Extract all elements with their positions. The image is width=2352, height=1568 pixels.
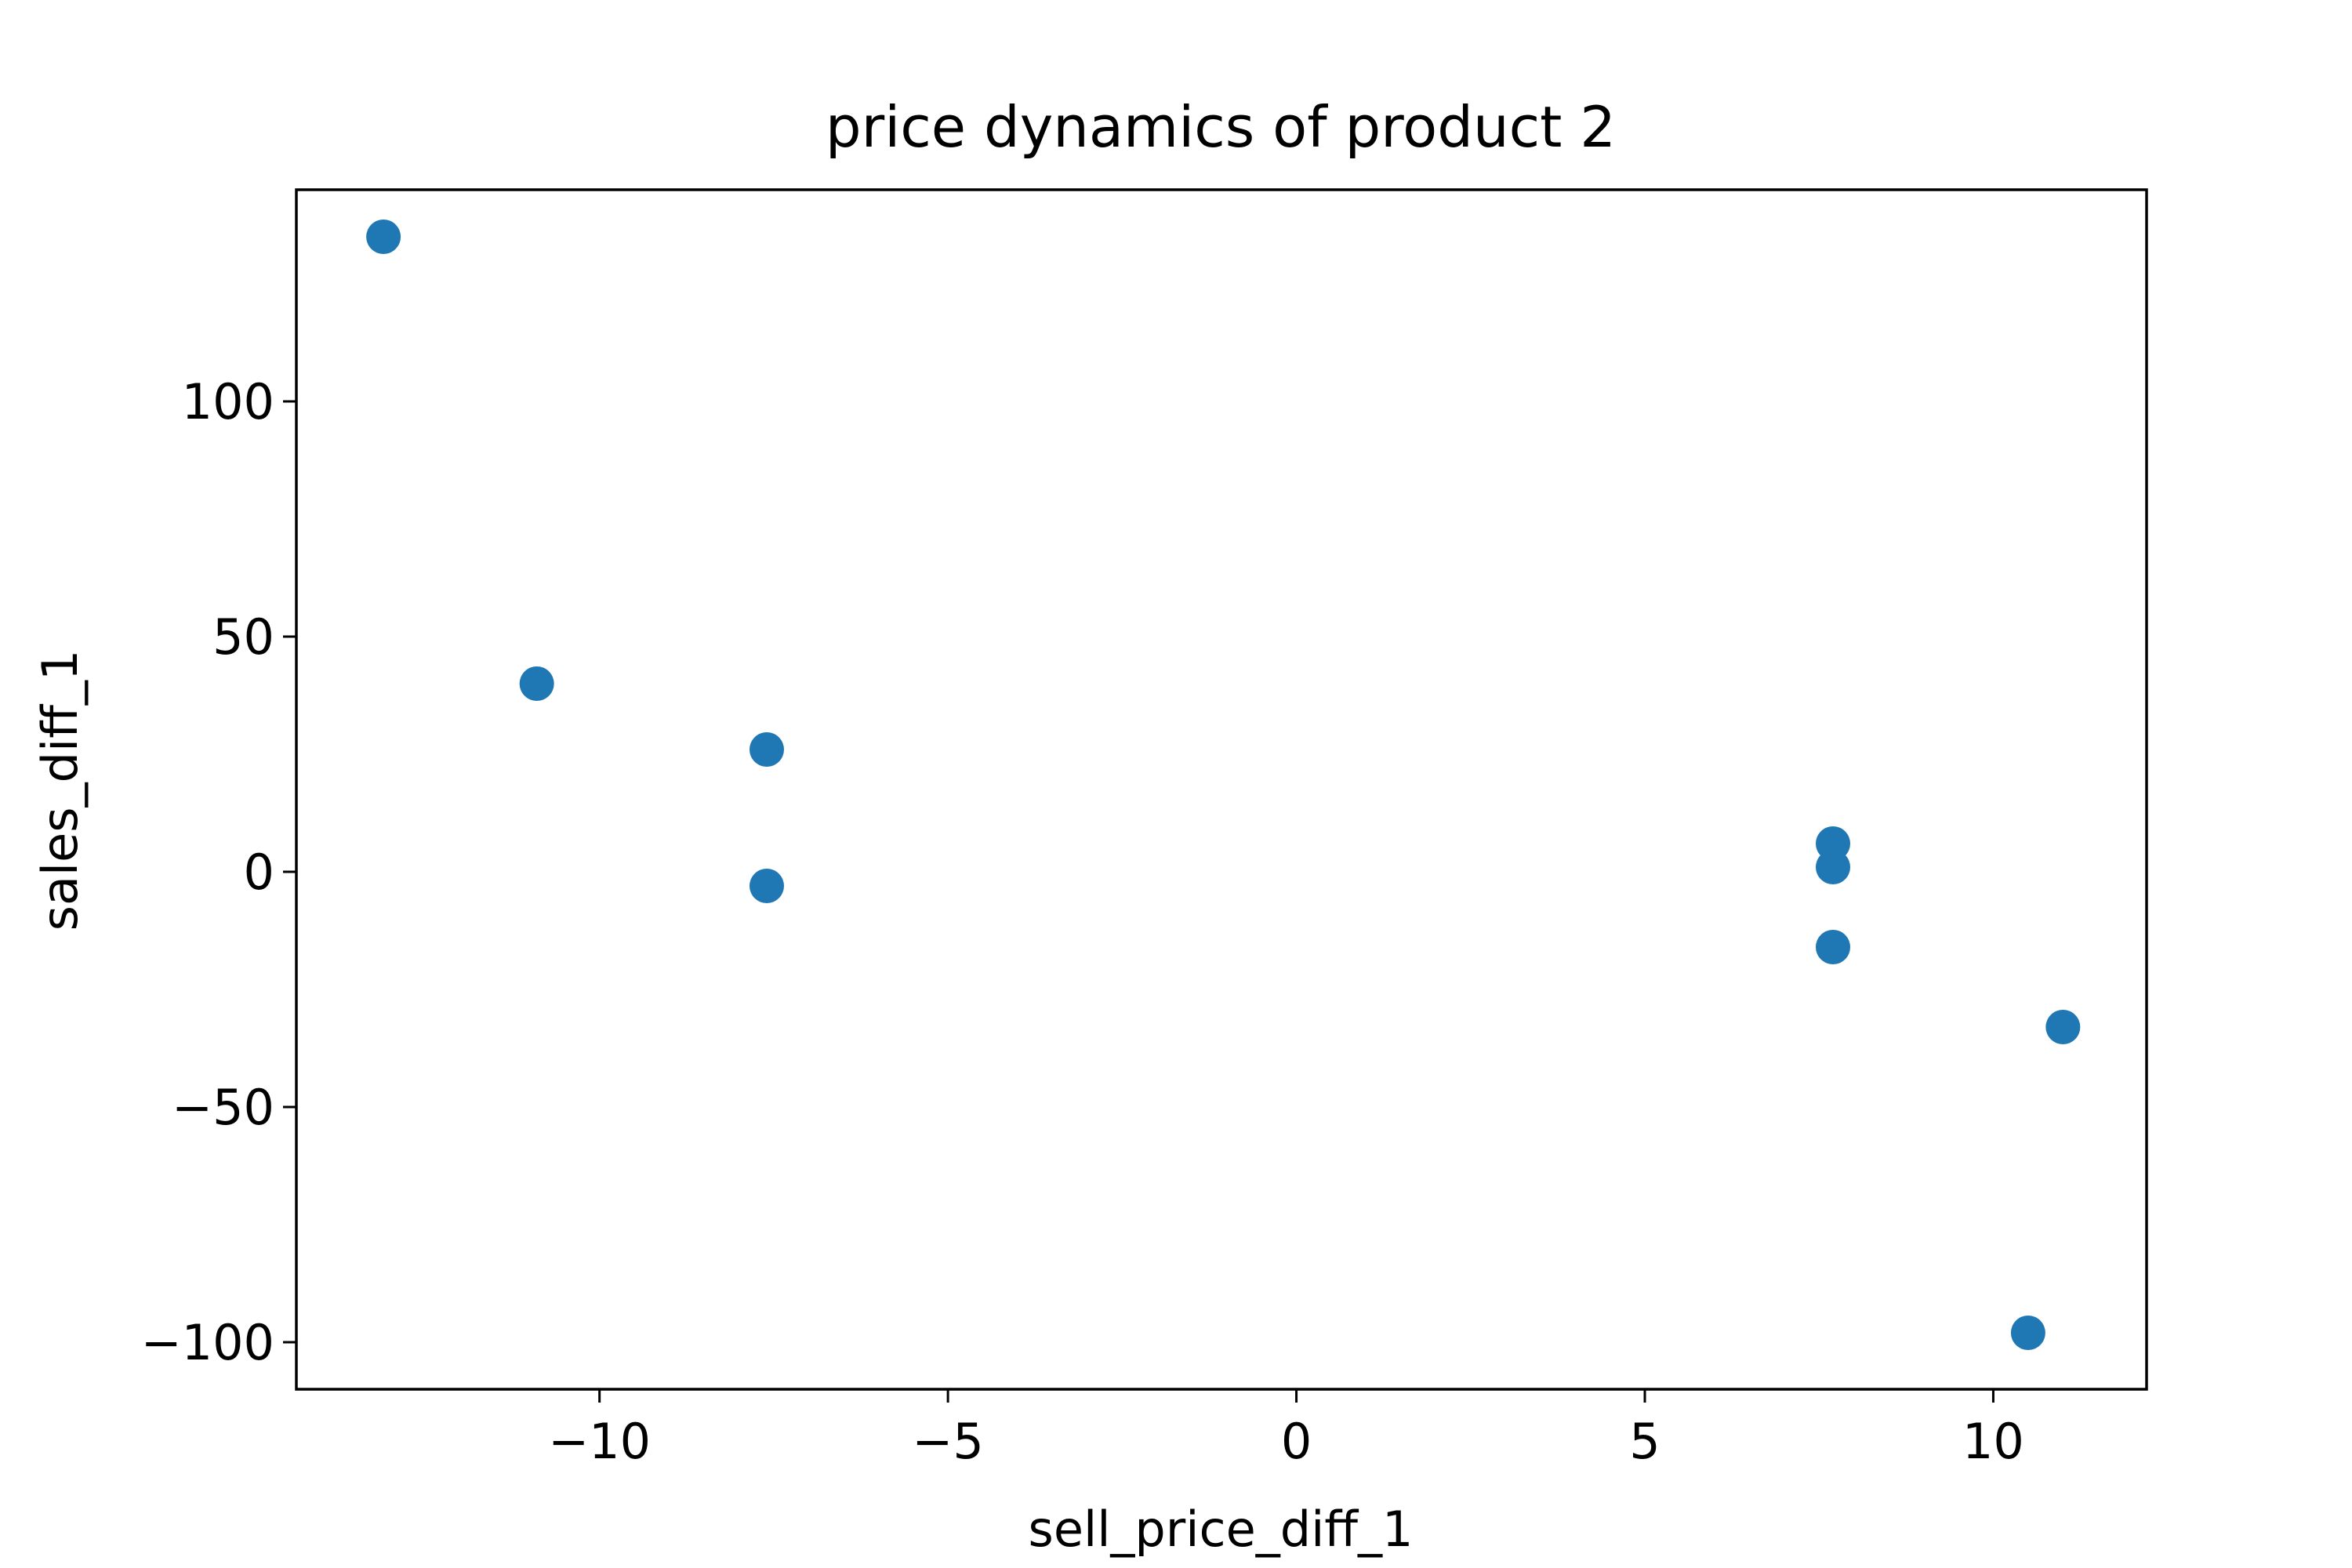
y-tick-label: −50 (172, 1079, 274, 1136)
x-tick-label: 10 (1962, 1413, 2024, 1470)
scatter-point (1816, 850, 1850, 884)
x-tick-label: 0 (1281, 1413, 1312, 1470)
scatter-point (1816, 930, 1850, 964)
x-tick-label: 5 (1629, 1413, 1660, 1470)
x-axis-label: sell_price_diff_1 (1029, 1501, 1414, 1558)
y-axis-label: sales_diff_1 (31, 650, 89, 931)
data-points (366, 220, 2081, 1350)
x-axis: −10 −5 0 5 10 (548, 1389, 2024, 1470)
scatter-point (366, 220, 401, 254)
y-tick-label: 50 (212, 608, 274, 666)
scatter-point (519, 666, 554, 701)
y-tick-label: 100 (182, 373, 274, 430)
scatter-point (750, 732, 784, 767)
y-tick-label: 0 (244, 844, 274, 901)
scatter-point (2045, 1010, 2081, 1044)
x-tick-label: −5 (912, 1413, 983, 1470)
plot-area-frame (295, 188, 2148, 1391)
chart-title: price dynamics of product 2 (826, 94, 1616, 160)
scatter-point (2010, 1316, 2045, 1350)
scatter-point (750, 869, 784, 903)
y-tick-label: −100 (141, 1314, 274, 1371)
y-axis: −100 −50 0 50 100 (141, 373, 296, 1371)
x-tick-label: −10 (548, 1413, 651, 1470)
